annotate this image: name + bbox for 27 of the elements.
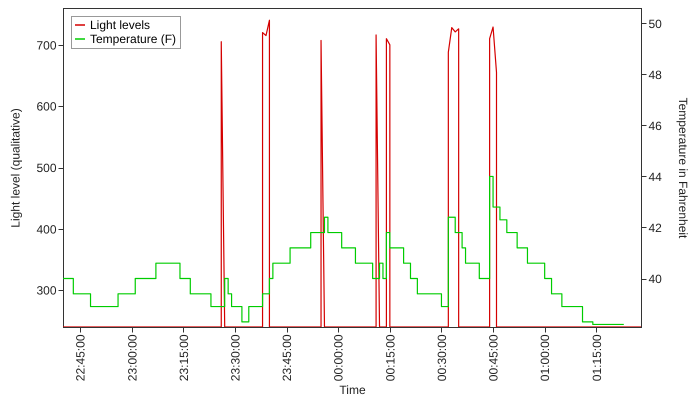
- y2-tick-label: 46: [648, 118, 662, 133]
- y2-axis-title: Temperature in Fahrenheit: [676, 98, 690, 240]
- y2-tick-label: 44: [648, 170, 662, 184]
- x-tick-label: 00:45:00: [486, 334, 501, 382]
- x-tick-label: 23:30:00: [228, 334, 243, 382]
- x-tick-label: 00:30:00: [434, 334, 449, 382]
- x-tick-label: 23:15:00: [176, 334, 191, 382]
- y2-tick-label: 42: [648, 220, 662, 235]
- x-axis-title: Time: [339, 383, 366, 398]
- x-tick-label: 23:45:00: [280, 334, 294, 382]
- y-tick-label: 500: [36, 161, 57, 175]
- legend-label: Light levels: [90, 18, 150, 32]
- y2-tick-label: 50: [648, 16, 662, 31]
- x-tick-label: 00:15:00: [383, 334, 398, 382]
- y-axis-title: Light level (qualitative): [8, 108, 22, 228]
- x-tick-label: 00:00:00: [332, 334, 346, 382]
- y-tick-label: 600: [36, 100, 57, 114]
- y-tick-label: 300: [36, 284, 57, 298]
- y-tick-label: 700: [36, 38, 57, 52]
- y-tick-label: 400: [36, 222, 57, 236]
- x-tick-label: 23:00:00: [125, 334, 140, 382]
- y2-tick-label: 48: [648, 68, 662, 82]
- x-tick-label: 01:15:00: [590, 334, 604, 382]
- x-tick-label: 01:00:00: [538, 334, 552, 382]
- y2-tick-label: 40: [648, 272, 662, 286]
- legend-label: Temperature (F): [90, 32, 176, 46]
- x-tick-label: 22:45:00: [74, 334, 88, 382]
